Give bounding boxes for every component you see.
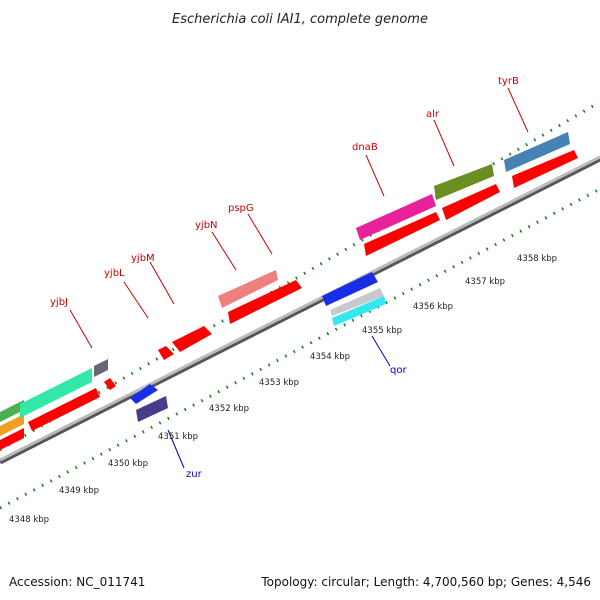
scale-label-4349: 4349 kbp (59, 486, 99, 496)
scale-label-4355: 4355 kbp (362, 326, 402, 336)
genome-backbone (0, 155, 600, 462)
cds-arrow-6 (512, 150, 578, 188)
cds-arrow-1 (28, 388, 100, 431)
cds-arrow-5 (442, 184, 500, 220)
gene-label-pspG: pspG (228, 203, 254, 214)
leader-alr (433, 119, 455, 167)
scale-label-4348: 4348 kbp (9, 515, 49, 525)
gene-label-zur: zur (186, 469, 203, 480)
gene-label-yjbN: yjbN (195, 220, 218, 231)
scale-label-4351: 4351 kbp (158, 432, 198, 442)
gene-label-tyrB: tyrB (498, 76, 519, 87)
scale-label-4352: 4352 kbp (209, 404, 249, 414)
gene-label-alr: alr (426, 109, 440, 120)
map-title: Escherichia coli IAI1, complete genome (172, 12, 428, 27)
feature-block-magenta (356, 194, 436, 240)
scale-label-4353: 4353 kbp (259, 378, 299, 388)
cds-small-1 (104, 378, 116, 390)
leader-yjbM (149, 261, 175, 305)
feature-block-cyan (332, 296, 386, 326)
inner-tick-track (0, 187, 600, 510)
leader-yjbN (211, 231, 237, 271)
gene-label-dnaB: dnaB (352, 142, 378, 153)
genome-backbone-shadow (0, 156, 600, 465)
feature-block-left-green (0, 400, 24, 422)
cds-arrow-3 (228, 280, 302, 324)
gene-label-yjbM: yjbM (131, 253, 155, 264)
leader-tyrB (507, 87, 529, 133)
accession-text: Accession: NC_011741 (9, 575, 146, 589)
scale-label-4358: 4358 kbp (517, 254, 557, 264)
feature-track (0, 132, 578, 450)
feature-arrow-blue-qor (322, 272, 378, 306)
genome-summary-text: Topology: circular; Length: 4,700,560 bp… (261, 575, 591, 589)
label-leaders (69, 87, 529, 469)
feature-block-grey (94, 359, 108, 377)
gene-label-yjbL: yjbL (104, 268, 125, 279)
leader-dnaB (365, 154, 385, 197)
feature-block-left-orange (0, 414, 24, 436)
leader-qor (371, 335, 391, 367)
gene-label-qor: qor (390, 365, 407, 376)
cds-arrow-2 (172, 326, 212, 352)
feature-block-silver (330, 288, 384, 316)
feature-block-mint (20, 368, 92, 418)
feature-block-olive (434, 164, 494, 200)
leader-pspG (247, 213, 273, 255)
leader-yjbJ (69, 309, 93, 349)
feature-block-pink (218, 270, 278, 308)
cds-arrow-4 (364, 212, 440, 256)
scale-label-4356: 4356 kbp (413, 302, 453, 312)
cds-block-left (0, 428, 24, 450)
leader-yjbL (123, 281, 149, 319)
scale-label-4350: 4350 kbp (108, 459, 148, 469)
gene-label-yjbJ: yjbJ (50, 297, 68, 308)
feature-block-steelblue (504, 132, 570, 172)
scale-label-4354: 4354 kbp (310, 352, 350, 362)
feature-arrow-blue-zur (130, 384, 158, 404)
cds-small-2 (158, 346, 174, 360)
scale-label-4357: 4357 kbp (465, 277, 505, 287)
feature-block-purple (136, 396, 168, 422)
leader-zur (167, 429, 185, 469)
